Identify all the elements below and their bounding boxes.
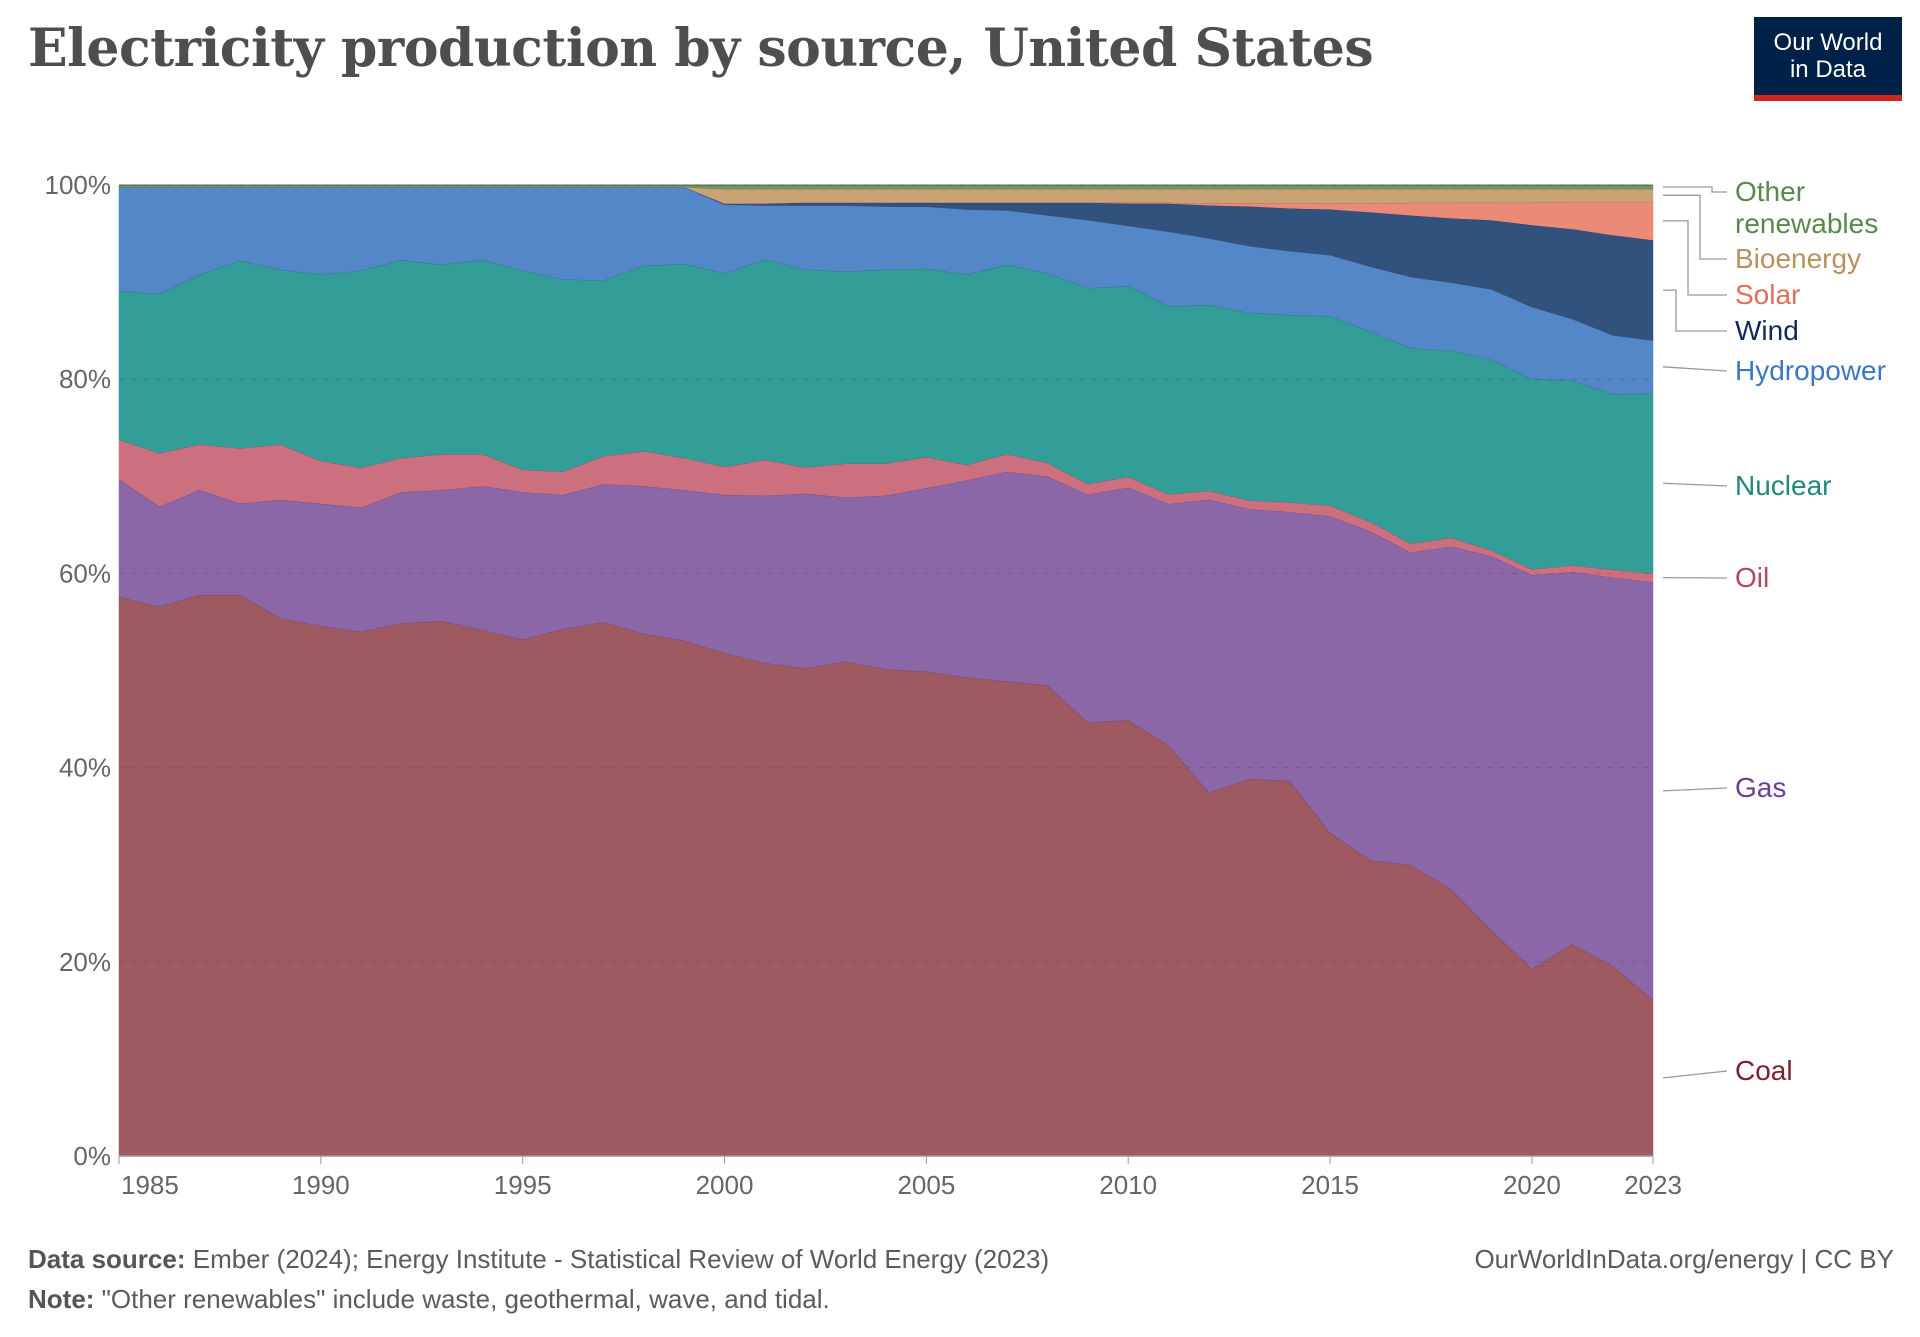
data-source: Data source: Ember (2024); Energy Instit… — [28, 1244, 1049, 1275]
y-tick-label: 0% — [73, 1141, 111, 1171]
x-tick-label: 1995 — [494, 1170, 552, 1200]
x-tick-label: 2000 — [696, 1170, 754, 1200]
y-tick-label: 100% — [45, 170, 112, 200]
logo-line-1: Our World — [1773, 29, 1883, 56]
y-tick-label: 40% — [59, 753, 111, 783]
owid-logo[interactable]: Our World in Data — [1754, 17, 1902, 101]
logo-line-2: in Data — [1789, 56, 1867, 83]
area-other-renewables — [118, 184, 1654, 190]
note: Note: "Other renewables" include waste, … — [28, 1284, 830, 1315]
legend-connector — [1663, 220, 1727, 296]
legend-label-coal: Coal — [1735, 1055, 1793, 1086]
x-tick-label: 2015 — [1301, 1170, 1359, 1200]
legend-label-oil: Oil — [1735, 562, 1769, 593]
y-tick-label: 20% — [59, 947, 111, 977]
note-label: Note: — [28, 1284, 95, 1314]
x-tick-label: 2023 — [1624, 1170, 1682, 1200]
data-source-text: Ember (2024); Energy Institute - Statist… — [192, 1244, 1050, 1274]
legend-connector — [1662, 1070, 1728, 1079]
chart-title: Electricity production by source, United… — [28, 18, 1374, 79]
x-tick-label: 1990 — [292, 1170, 350, 1200]
legend-connector — [1663, 194, 1727, 260]
legend-connector — [1663, 186, 1727, 193]
legend-label-bioenergy: Bioenergy — [1735, 243, 1861, 274]
y-tick-label: 60% — [59, 558, 111, 588]
legend-connector — [1663, 289, 1727, 332]
data-source-label: Data source: — [28, 1244, 186, 1274]
legend-label-gas: Gas — [1735, 772, 1786, 803]
x-tick-label: 2010 — [1099, 1170, 1157, 1200]
legend-connector — [1662, 787, 1728, 792]
legend-label-solar: Solar — [1735, 279, 1800, 310]
x-tick-label: 2020 — [1503, 1170, 1561, 1200]
legend-label-hydropower: Hydropower — [1735, 355, 1886, 386]
legend-label-wind: Wind — [1735, 315, 1799, 346]
y-tick-label: 80% — [59, 364, 111, 394]
legend-label-other-renewables: Other renewables — [1735, 176, 1878, 239]
legend-label-nuclear: Nuclear — [1735, 470, 1831, 501]
x-tick-label: 1985 — [121, 1170, 179, 1200]
credit-link[interactable]: OurWorldInData.org/energy | CC BY — [1474, 1244, 1894, 1274]
legend-connector — [1662, 482, 1728, 487]
note-text: "Other renewables" include waste, geothe… — [101, 1284, 830, 1314]
legend-connector — [1662, 366, 1728, 372]
x-tick-label: 2005 — [897, 1170, 955, 1200]
